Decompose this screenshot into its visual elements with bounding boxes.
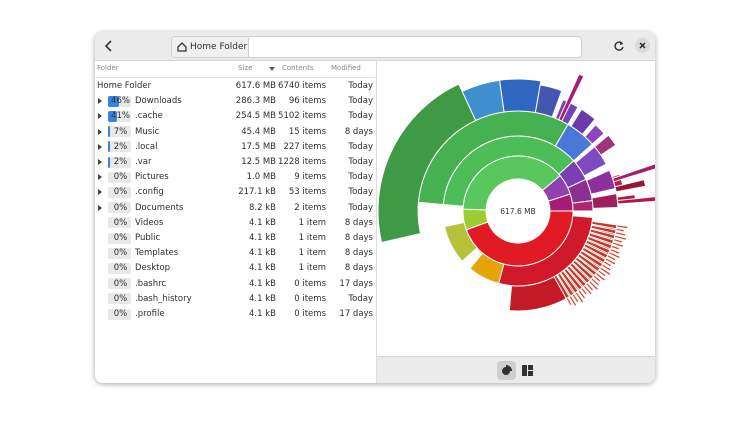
percent-label: 0% — [110, 262, 131, 274]
expander[interactable] — [98, 159, 102, 165]
folder-name: Videos — [135, 217, 163, 229]
modified: Today — [315, 110, 373, 122]
folder-name: Templates — [135, 247, 178, 259]
modified: Today — [315, 293, 373, 305]
modified: Today — [315, 80, 373, 92]
folder-name: .profile — [135, 308, 165, 320]
percent-box: 0% — [108, 293, 131, 304]
folder-name: .bash_history — [135, 293, 192, 305]
percent-label: 0% — [110, 278, 131, 290]
percent-label: 0% — [110, 293, 131, 305]
percent-label: 46% — [110, 95, 131, 107]
modified: Today — [315, 171, 373, 183]
percent-box: 0% — [108, 248, 131, 259]
folder-table: FolderSizeContentsModifiedHome Folder617… — [95, 61, 375, 383]
percent-label: 0% — [110, 247, 131, 259]
sunburst-segment[interactable] — [500, 79, 541, 112]
percent-label: 0% — [110, 232, 131, 244]
folder-name: .local — [135, 141, 158, 153]
header-bar: Home Folder — [95, 32, 655, 61]
percent-box: 0% — [108, 187, 131, 198]
folder-name: Public — [135, 232, 160, 244]
percent-label: 0% — [110, 308, 131, 320]
modified: Today — [315, 186, 373, 198]
folder-name: .bashrc — [135, 278, 166, 290]
percent-label: 0% — [110, 171, 131, 183]
expander[interactable] — [98, 174, 102, 180]
window: Home Folder Folder Size Contents Modified Ho… — [95, 32, 655, 383]
percent-box: 0% — [108, 278, 131, 289]
close-button[interactable] — [635, 38, 650, 53]
folder-name: Documents — [135, 202, 183, 214]
percent-box: 0% — [108, 172, 131, 183]
sunburst-segment[interactable] — [616, 228, 624, 232]
rings-view-button[interactable] — [497, 361, 516, 380]
modified: 8 days — [315, 232, 373, 244]
percent-box: 0% — [108, 263, 131, 274]
back-button[interactable] — [103, 39, 115, 53]
modified: Today — [315, 202, 373, 214]
percent-label: 7% — [110, 126, 131, 138]
percent-label: 2% — [110, 141, 131, 153]
percent-box: 0% — [108, 309, 131, 320]
modified: 17 days — [315, 308, 373, 320]
percent-label: 2% — [110, 156, 131, 168]
column-header[interactable]: Modified — [331, 62, 361, 74]
center-label: 617.6 MB — [500, 207, 535, 216]
sunburst-segment[interactable] — [587, 170, 616, 194]
modified: Today — [315, 141, 373, 153]
header-divider — [95, 77, 375, 78]
modified: 17 days — [315, 278, 373, 290]
folder-name: .var — [135, 156, 151, 168]
column-header[interactable]: Contents — [282, 62, 314, 74]
folder-name: .config — [135, 186, 164, 198]
percent-label: 0% — [110, 202, 131, 214]
folder-name: Home Folder — [97, 80, 151, 92]
refresh-button[interactable] — [613, 40, 625, 52]
column-header[interactable]: Folder — [97, 62, 119, 74]
folder-name: Desktop — [135, 262, 170, 274]
treemap-view-button[interactable] — [518, 361, 537, 380]
expander[interactable] — [98, 98, 102, 104]
modified: 8 days — [315, 126, 373, 138]
percent-label: 41% — [110, 110, 131, 122]
modified: Today — [315, 95, 373, 107]
folder-name: .cache — [135, 110, 163, 122]
modified: 8 days — [315, 217, 373, 229]
percent-box: 2% — [108, 157, 131, 168]
expander[interactable] — [98, 189, 102, 195]
percent-box: 0% — [108, 217, 131, 228]
percent-box: 7% — [108, 126, 131, 137]
sort-arrow — [269, 67, 275, 71]
modified: 8 days — [315, 247, 373, 259]
expander[interactable] — [98, 205, 102, 211]
folder-name: Downloads — [135, 95, 182, 107]
path-button[interactable]: Home Folder — [172, 37, 249, 57]
expander[interactable] — [98, 144, 102, 150]
path-bar: Home Folder — [171, 36, 582, 58]
percent-box: 41% — [108, 111, 131, 122]
sunburst-chart: 617.6 MB — [377, 61, 655, 356]
folder-name: Music — [135, 126, 159, 138]
home-icon — [177, 42, 187, 52]
percent-label: 0% — [110, 186, 131, 198]
folder-name: Pictures — [135, 171, 169, 183]
sunburst-segment[interactable] — [592, 194, 618, 209]
column-header[interactable]: Size — [238, 62, 252, 74]
expander[interactable] — [98, 113, 102, 119]
percent-box: 0% — [108, 202, 131, 213]
toolbar — [377, 356, 655, 383]
percent-box: 2% — [108, 141, 131, 152]
sunburst-segment[interactable] — [613, 163, 655, 182]
expander[interactable] — [98, 129, 102, 135]
percent-box: 46% — [108, 96, 131, 107]
modified: 8 days — [315, 262, 373, 274]
modified: Today — [315, 156, 373, 168]
percent-label: 0% — [110, 217, 131, 229]
path-label: Home Folder — [190, 41, 247, 53]
chart-pane: 617.6 MB — [376, 61, 655, 383]
percent-box: 0% — [108, 233, 131, 244]
sunburst-segment[interactable] — [617, 225, 628, 229]
